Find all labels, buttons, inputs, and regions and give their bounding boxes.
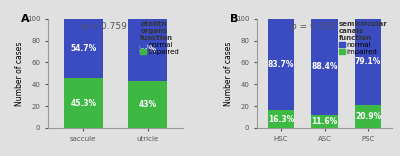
Text: p = 0.255: p = 0.255 — [291, 22, 336, 31]
Text: 57%: 57% — [138, 45, 157, 54]
Bar — [64, 78, 103, 128]
Bar — [268, 19, 294, 110]
Bar — [64, 19, 103, 78]
Legend: normal, impaired: normal, impaired — [338, 20, 388, 56]
Text: 20.9%: 20.9% — [355, 112, 381, 121]
Text: p = 0.759: p = 0.759 — [82, 22, 127, 31]
Text: 83.7%: 83.7% — [268, 60, 294, 69]
Text: 45.3%: 45.3% — [70, 99, 96, 108]
Text: 11.6%: 11.6% — [312, 117, 338, 126]
Y-axis label: Number of cases: Number of cases — [15, 41, 24, 105]
Bar — [268, 110, 294, 128]
Y-axis label: Number of cases: Number of cases — [224, 41, 233, 105]
Bar — [312, 115, 338, 128]
Text: 43%: 43% — [138, 100, 157, 109]
Bar — [355, 19, 381, 105]
Bar — [355, 105, 381, 128]
Text: 16.3%: 16.3% — [268, 115, 294, 124]
Legend: normal, impaired: normal, impaired — [140, 20, 180, 56]
Text: 54.7%: 54.7% — [70, 44, 96, 53]
Text: A: A — [21, 14, 30, 24]
Bar — [128, 19, 167, 81]
Bar — [128, 81, 167, 128]
Text: 79.1%: 79.1% — [355, 57, 381, 66]
Text: 88.4%: 88.4% — [311, 63, 338, 71]
Bar — [312, 19, 338, 115]
Text: B: B — [230, 14, 238, 24]
